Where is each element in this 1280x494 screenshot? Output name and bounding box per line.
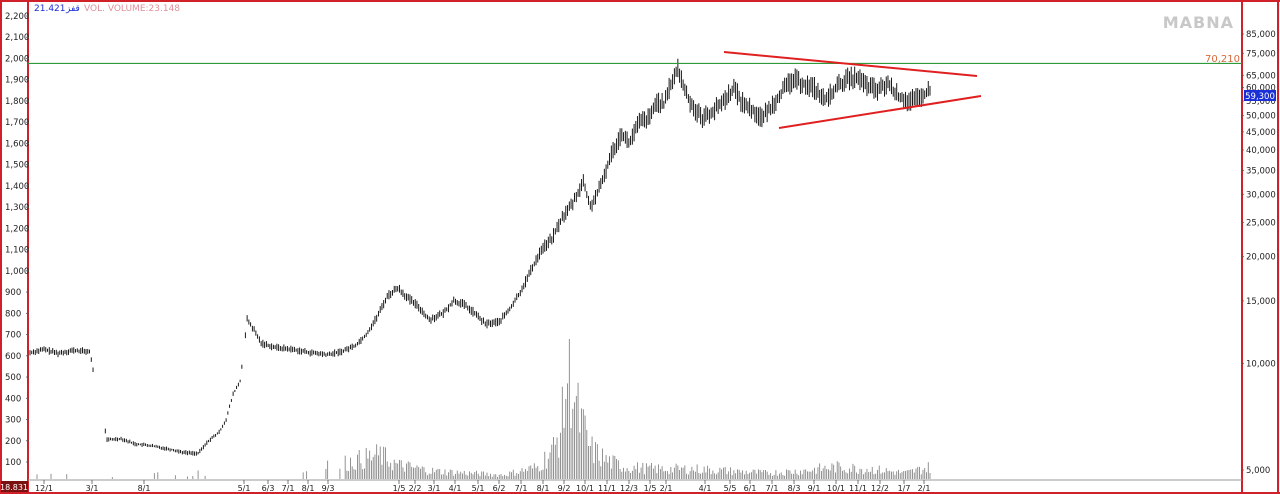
x-tick-label: 10/1 <box>827 484 845 493</box>
left-tick-label: 800 <box>5 309 21 319</box>
price-header: 21.421 <box>34 4 66 14</box>
x-tick-label: 8/1 <box>302 484 315 493</box>
right-tick-label: 40,000 <box>1246 146 1276 156</box>
x-tick-label: 7/1 <box>515 484 528 493</box>
left-tick-label: 900 <box>5 288 21 298</box>
x-axis: 12/1 3/1 8/1 5/1 6/3 7/1 8/1 9/3 1/5 2/2 3/1 4/1 5/1… <box>35 480 930 493</box>
x-tick-label: 7/1 <box>766 484 779 493</box>
x-tick-label: 8/1 <box>537 484 550 493</box>
right-tick-label: 50,000 <box>1246 112 1276 122</box>
left-tick-label: 1,400 <box>5 182 29 192</box>
x-tick-label: 2/1 <box>660 484 673 493</box>
x-tick-label: 11/1 <box>849 484 867 493</box>
x-tick-label: 2/2 <box>409 484 422 493</box>
right-tick-label: 35,000 <box>1246 167 1276 177</box>
x-tick-label: 8/1 <box>138 484 151 493</box>
lower-trendline <box>778 95 982 129</box>
left-tick-label: 1,000 <box>5 267 29 277</box>
right-tick-label: 20,000 <box>1246 253 1276 263</box>
x-tick-label: 4/1 <box>449 484 462 493</box>
x-tick-label: 7/1 <box>282 484 295 493</box>
x-tick-label: 4/1 <box>699 484 712 493</box>
x-tick-label: 2/1 <box>918 484 931 493</box>
x-tick-label: 6/1 <box>744 484 757 493</box>
left-tick-label: 1,200 <box>5 224 29 234</box>
right-tick-label: 30,000 <box>1246 190 1276 200</box>
x-tick-label: 9/2 <box>558 484 571 493</box>
x-tick-label: 9/3 <box>322 484 335 493</box>
symbol-header: قفز <box>65 4 80 14</box>
x-tick-label: 8/3 <box>788 484 801 493</box>
right-tick-label: 10,000 <box>1246 359 1276 369</box>
right-tick-label: 75,000 <box>1246 49 1276 59</box>
left-tick-label: 1,300 <box>5 203 29 213</box>
resistance-label: 70,210 <box>1205 54 1240 65</box>
right-tick-label: 65,000 <box>1246 71 1276 81</box>
left-tick-label: 1,600 <box>5 139 29 149</box>
left-tick-label: 200 <box>5 437 21 447</box>
watermark-logo: MABNA <box>1163 13 1234 32</box>
price-candles <box>29 58 931 456</box>
x-tick-label: 11/1 <box>598 484 616 493</box>
last-price-value: 59,300 <box>1245 92 1275 102</box>
right-tick-label: 15,000 <box>1246 297 1276 307</box>
left-tick-label: 700 <box>5 331 21 341</box>
right-tick-label: 25,000 <box>1246 218 1276 228</box>
x-tick-label: 5/1 <box>472 484 485 493</box>
x-tick-label: 1/5 <box>644 484 657 493</box>
bottom-value-text: 18.831 <box>0 483 28 492</box>
left-tick-label: 400 <box>5 394 21 404</box>
right-tick-label: 55,000 <box>1246 97 1276 107</box>
x-tick-label: 6/2 <box>493 484 506 493</box>
x-tick-label: 12/1 <box>35 484 53 493</box>
right-tick-label: 5,000 <box>1246 466 1270 476</box>
left-tick-label: 500 <box>5 373 21 383</box>
left-tick-label: 600 <box>5 352 21 362</box>
x-tick-label: 3/1 <box>86 484 99 493</box>
right-tick-label: 45,000 <box>1246 128 1276 138</box>
volume-header: VOL. VOLUME:23.148 <box>84 4 180 14</box>
left-tick-label: 2,000 <box>5 54 29 64</box>
left-tick-label: 1,100 <box>5 246 29 256</box>
volume-bars <box>36 339 931 479</box>
x-tick-label: 10/1 <box>576 484 594 493</box>
left-tick-label: 1,900 <box>5 76 29 86</box>
upper-trendline <box>723 51 978 77</box>
bottom-value-badge <box>1 481 28 492</box>
right-tick-label: 85,000 <box>1246 30 1276 40</box>
right-tick-label: 60,000 <box>1246 84 1276 94</box>
x-tick-label: 6/3 <box>262 484 275 493</box>
left-tick-label: 1,500 <box>5 161 29 171</box>
x-tick-label: 12/3 <box>620 484 638 493</box>
last-price-badge <box>1244 90 1276 101</box>
left-tick-label: 1,700 <box>5 118 29 128</box>
x-tick-label: 12/2 <box>871 484 889 493</box>
left-axis: 100 200 300 400 500 600 700 800 900 1,000 1,100 1,2… <box>5 12 29 468</box>
x-tick-label: 1/7 <box>898 484 911 493</box>
left-tick-label: 100 <box>5 458 21 468</box>
x-tick-label: 9/1 <box>808 484 821 493</box>
x-tick-label: 5/1 <box>238 484 251 493</box>
left-tick-label: 1,800 <box>5 97 29 107</box>
x-tick-label: 5/5 <box>724 484 737 493</box>
x-tick-label: 3/1 <box>428 484 441 493</box>
left-tick-label: 2,100 <box>5 33 29 43</box>
right-axis: 85,000 75,000 65,000 60,000 55,000 50,000 45,0… <box>1241 30 1276 476</box>
left-tick-label: 2,200 <box>5 12 29 22</box>
x-tick-label: 1/5 <box>393 484 406 493</box>
left-tick-label: 300 <box>5 416 21 426</box>
